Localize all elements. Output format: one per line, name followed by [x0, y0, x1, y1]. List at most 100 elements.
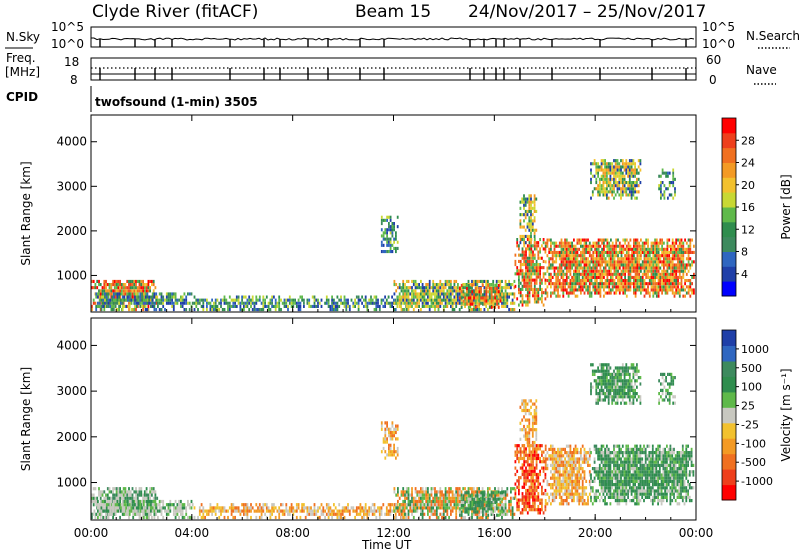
velocity-cell [441, 506, 443, 510]
power-cell [638, 269, 641, 273]
power-cell [119, 292, 121, 296]
velocity-cell [198, 512, 201, 516]
power-cell [576, 269, 579, 273]
power-cell [607, 184, 610, 188]
power-cell [652, 263, 655, 267]
velocity-cell [504, 493, 507, 497]
power-cell [641, 247, 644, 251]
power-cell [487, 279, 489, 283]
velocity-cell [137, 512, 140, 516]
velocity-cell [501, 510, 504, 514]
power-cell [264, 304, 266, 308]
velocity-cell [497, 497, 500, 501]
power-cell [601, 285, 603, 289]
power-cell [535, 278, 538, 282]
velocity-cell [397, 490, 399, 494]
power-cell [523, 225, 525, 229]
velocity-cell [420, 493, 422, 497]
power-cell [526, 291, 529, 295]
power-cell [693, 275, 695, 279]
velocity-cell [322, 512, 325, 516]
power-cell [485, 301, 488, 305]
power-cell [131, 308, 134, 312]
power-cell [400, 289, 403, 293]
velocity-cell [439, 496, 442, 500]
power-cell [569, 266, 572, 270]
velocity-cell [421, 493, 424, 497]
velocity-cell [345, 509, 348, 513]
power-cell [128, 298, 131, 302]
power-cell [521, 287, 524, 291]
power-cell [380, 234, 383, 238]
power-cell [167, 301, 170, 305]
power-cell [490, 296, 493, 300]
power-cell [597, 250, 600, 254]
velocity-cell [102, 499, 105, 504]
power-cell [181, 301, 184, 305]
velocity-cell [348, 509, 351, 513]
power-cell [528, 222, 531, 226]
power-cell [158, 301, 161, 305]
power-cell [469, 293, 472, 297]
velocity-cell [442, 493, 445, 497]
power-cell [661, 193, 664, 197]
nsky-right-tick-bottom: 10^0 [702, 37, 735, 51]
velocity-cell [425, 496, 428, 500]
velocity-cell [128, 499, 131, 504]
power-cell [539, 281, 541, 285]
power-cell [647, 257, 649, 261]
velocity-cell [145, 493, 148, 497]
power-cell [620, 177, 622, 181]
velocity-cell [496, 507, 498, 511]
velocity-cell [464, 515, 466, 520]
power-cell [366, 301, 369, 305]
power-cell [645, 257, 648, 261]
power-cell [528, 300, 531, 304]
velocity-cell [158, 503, 161, 507]
power-cell [645, 275, 648, 279]
power-cell [587, 272, 589, 276]
power-cell [389, 250, 392, 254]
power-cell [530, 234, 532, 238]
velocity-cell [519, 466, 522, 470]
power-cell [530, 209, 532, 213]
velocity-cell [395, 515, 398, 520]
power-cell [146, 292, 149, 296]
velocity-cell [435, 506, 438, 510]
power-cell [251, 298, 254, 302]
power-cell [595, 282, 598, 286]
power-cell [567, 275, 570, 279]
power-cell [126, 292, 129, 296]
velocity-cell [414, 503, 417, 507]
power-cell [539, 250, 541, 254]
power-cell [564, 254, 566, 258]
velocity-cell [250, 503, 252, 507]
power-cell [544, 260, 547, 264]
power-cell [562, 282, 565, 286]
power-cell [537, 269, 540, 273]
power-cell [474, 299, 477, 303]
power-cell [172, 292, 175, 296]
power-cell [593, 159, 596, 163]
power-cell [420, 295, 422, 299]
power-cell [590, 177, 592, 181]
power-cell [604, 181, 606, 185]
velocity-cell [380, 424, 383, 428]
power-cell [488, 301, 491, 305]
power-cell [569, 288, 572, 292]
power-cell [562, 257, 565, 261]
power-cell [535, 247, 538, 251]
power-cell [262, 295, 265, 299]
velocity-cell [418, 493, 420, 497]
power-cell [416, 286, 419, 290]
power-cell [606, 260, 609, 264]
power-cell [622, 282, 625, 286]
power-cell [638, 266, 641, 270]
power-cell [598, 187, 601, 191]
power-cell [382, 298, 385, 302]
velocity-cell [478, 497, 481, 501]
velocity-cell [501, 507, 504, 511]
velocity-cell [306, 509, 309, 513]
velocity-cell [149, 509, 151, 513]
velocity-cell [348, 512, 351, 516]
